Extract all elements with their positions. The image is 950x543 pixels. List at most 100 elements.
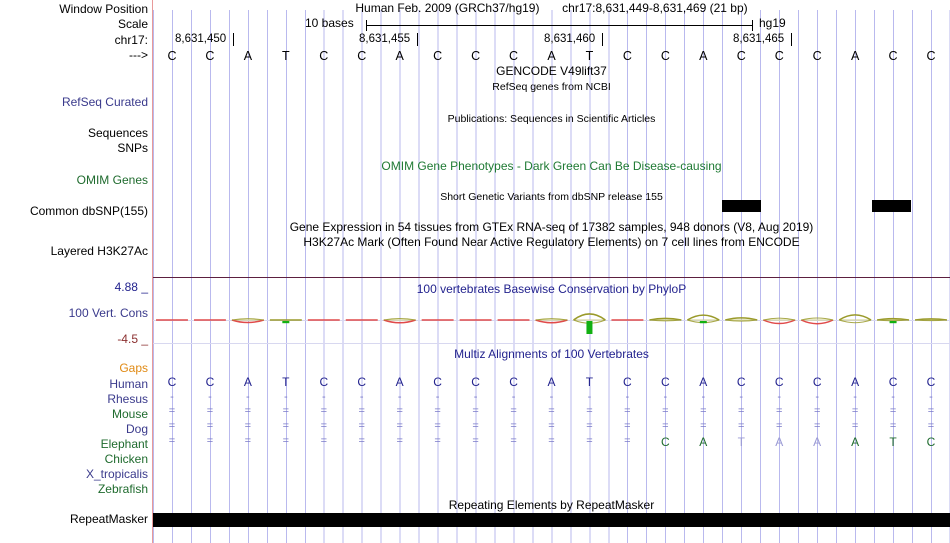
track-title-cons-phylop[interactable]: 100 vertebrates Basewise Conservation by… bbox=[416, 282, 687, 296]
multiz-gap-mark: = bbox=[472, 420, 479, 432]
multiz-base: C bbox=[661, 435, 670, 449]
multiz-gap-mark: = bbox=[206, 435, 214, 447]
phylop-bar bbox=[535, 319, 568, 324]
multiz-gap-mark: = bbox=[510, 405, 517, 417]
label-sequences[interactable]: Sequences bbox=[87, 126, 148, 140]
track-title-omim-genes[interactable]: OMIM Gene Phenotypes - Dark Green Can Be… bbox=[381, 159, 722, 173]
multiz-gap-mark: = bbox=[358, 420, 365, 432]
scale-bar-tick-right bbox=[752, 20, 753, 31]
multiz-gap-mark: = bbox=[927, 420, 935, 432]
label-window-position[interactable]: Window Position bbox=[59, 2, 148, 16]
multiz-gap-mark: = bbox=[206, 405, 214, 417]
phylop-bar bbox=[914, 318, 948, 321]
label-species-zebrafish[interactable]: Zebrafish bbox=[97, 482, 148, 496]
label-scale[interactable]: Scale bbox=[117, 17, 148, 31]
sequence-base: C bbox=[736, 49, 746, 63]
multiz-gap-mark: = bbox=[244, 420, 252, 432]
sequence-base: C bbox=[509, 49, 519, 63]
gridline-top-mask bbox=[153, 0, 950, 10]
phylop-bar-mirror bbox=[725, 319, 758, 322]
multiz-gap-mark: = bbox=[168, 405, 176, 417]
sequence-base: C bbox=[319, 49, 329, 63]
multiz-gap-mark: - bbox=[891, 391, 895, 403]
label-species-rhesus[interactable]: Rhesus bbox=[107, 392, 148, 406]
dbsnp-variant-box[interactable] bbox=[722, 200, 761, 212]
multiz-base: C bbox=[888, 375, 898, 389]
multiz-gap-mark: = bbox=[813, 405, 821, 417]
multiz-gap-mark: - bbox=[739, 391, 744, 403]
phylop-bar bbox=[838, 314, 872, 321]
label-repeatmasker[interactable]: RepeatMasker bbox=[69, 512, 148, 526]
sequence-base: C bbox=[888, 49, 898, 63]
track-title-refseq-curated[interactable]: RefSeq genes from NCBI bbox=[492, 81, 611, 93]
phylop-bar-mirror bbox=[231, 318, 264, 321]
label-100-vert-cons[interactable]: 100 Vert. Cons bbox=[68, 306, 148, 320]
multiz-base: A bbox=[775, 435, 784, 449]
multiz-gap-mark: - bbox=[170, 391, 174, 403]
multiz-gap-mark: = bbox=[244, 405, 252, 417]
conservation-top-rule bbox=[153, 277, 950, 278]
track-title-gencode[interactable]: GENCODE V49lift37 bbox=[496, 64, 607, 78]
multiz-gap-mark: = bbox=[927, 405, 935, 417]
label-species-dog[interactable]: Dog bbox=[125, 422, 148, 436]
multiz-gap-mark: - bbox=[929, 391, 933, 403]
track-title-repeatmasker[interactable]: Repeating Elements by RepeatMasker bbox=[448, 498, 655, 512]
multiz-gap-mark: = bbox=[320, 420, 327, 432]
multiz-gap-mark: = bbox=[889, 420, 897, 432]
ruler-tick-mark bbox=[233, 33, 234, 46]
sequence-base: C bbox=[774, 49, 784, 63]
label-gaps[interactable]: Gaps bbox=[119, 361, 148, 375]
sequence-base: C bbox=[205, 49, 215, 63]
multiz-gap-mark: = bbox=[358, 435, 365, 447]
multiz-gap-mark: = bbox=[548, 435, 555, 447]
ruler-tick-mark bbox=[791, 33, 792, 46]
track-title-multiz[interactable]: Multiz Alignments of 100 Vertebrates bbox=[454, 347, 649, 361]
phylop-insert-mark bbox=[586, 321, 593, 334]
label-snps[interactable]: SNPs bbox=[117, 141, 148, 155]
multiz-gap-mark: = bbox=[320, 405, 327, 417]
sequence-base: C bbox=[812, 49, 822, 63]
phylop-bar bbox=[573, 313, 606, 321]
label-species-chicken[interactable]: Chicken bbox=[104, 452, 148, 466]
track-title-gtex[interactable]: Gene Expression in 54 tissues from GTEx … bbox=[289, 220, 814, 234]
multiz-gap-mark: - bbox=[283, 391, 288, 403]
label-refseq-curated[interactable]: RefSeq Curated bbox=[61, 95, 148, 109]
scale-bar-db-label: hg19 bbox=[759, 16, 786, 30]
multiz-base: T bbox=[282, 375, 290, 389]
phylop-insert-mark bbox=[282, 321, 290, 324]
phylop-bar bbox=[877, 317, 910, 321]
label-common-dbsnp[interactable]: Common dbSNP(155) bbox=[29, 204, 148, 218]
label-chrom: chr17: bbox=[114, 33, 148, 47]
sequence-base: A bbox=[850, 49, 860, 63]
label-omim-genes[interactable]: OMIM Genes bbox=[76, 173, 148, 187]
phylop-bar-mirror bbox=[801, 317, 834, 321]
position-range: chr17:8,631,449-8,631,469 (21 bp) bbox=[562, 1, 748, 15]
multiz-gap-mark: = bbox=[282, 435, 290, 447]
label-species-elephant[interactable]: Elephant bbox=[100, 437, 148, 451]
multiz-gap-mark: = bbox=[434, 420, 441, 432]
track-title-layered-h3k27ac[interactable]: H3K27Ac Mark (Often Found Near Active Re… bbox=[303, 235, 800, 249]
ruler-ticks: 8,631,450 8,631,455 8,631,460 8,631,465 bbox=[153, 33, 950, 48]
multiz-gap-mark: = bbox=[851, 405, 859, 417]
assembly-position-header: Human Feb. 2009 (GRCh37/hg19) chr17:8,63… bbox=[153, 2, 950, 15]
track-title-publications[interactable]: Publications: Sequences in Scientific Ar… bbox=[447, 113, 656, 125]
track-title-common-dbsnp[interactable]: Short Genetic Variants from dbSNP releas… bbox=[440, 191, 663, 203]
sequence-base: C bbox=[660, 49, 670, 63]
repeatmasker-feature-bar[interactable] bbox=[153, 513, 950, 527]
multiz-species-row: = = = = = = = = = = = = = C A T A A A T C bbox=[153, 434, 950, 450]
multiz-gap-mark: = bbox=[586, 435, 593, 447]
label-layered-h3k27ac[interactable]: Layered H3K27Ac bbox=[50, 244, 148, 258]
multiz-gap-mark: = bbox=[662, 405, 669, 417]
dbsnp-variant-box[interactable] bbox=[872, 200, 911, 212]
multiz-species-row: --------------------- bbox=[153, 389, 950, 405]
phylop-bar-mirror bbox=[649, 319, 682, 322]
label-species-x-tropicalis[interactable]: X_tropicalis bbox=[85, 467, 148, 481]
label-species-human[interactable]: Human bbox=[109, 377, 148, 391]
multiz-species-row bbox=[153, 464, 950, 480]
multiz-gap-mark: = bbox=[889, 405, 897, 417]
multiz-base: C bbox=[812, 375, 822, 389]
track-data-panel[interactable]: Human Feb. 2009 (GRCh37/hg19) chr17:8,63… bbox=[153, 0, 950, 543]
label-species-mouse[interactable]: Mouse bbox=[111, 407, 148, 421]
